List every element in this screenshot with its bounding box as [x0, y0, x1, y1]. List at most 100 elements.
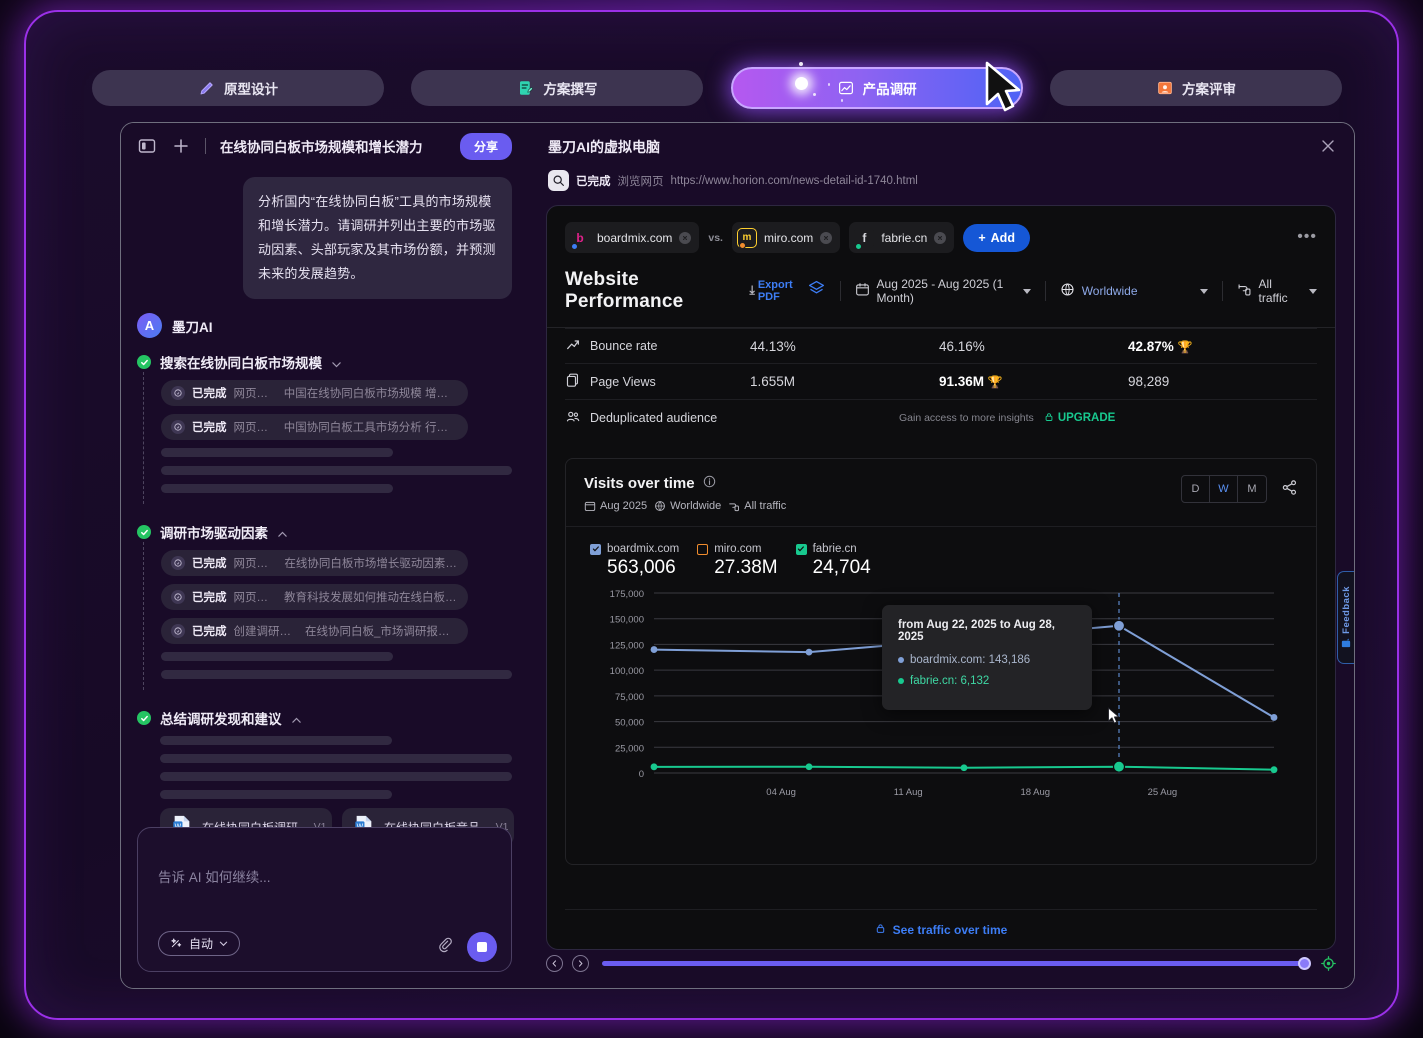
legend-item-miro[interactable]: miro.com 27.38M: [697, 543, 778, 579]
metric-label: Page Views: [565, 372, 750, 391]
panel-toggle-icon[interactable]: [137, 136, 157, 156]
export-pdf-button[interactable]: ⤓ Export PDF: [750, 279, 793, 303]
assistant-name: 墨刀AI: [172, 319, 213, 335]
visits-traffic: All traffic: [728, 500, 786, 512]
mode-selector[interactable]: 自动: [158, 931, 241, 956]
close-icon[interactable]: [1320, 138, 1336, 154]
replay-player: [546, 946, 1336, 980]
compass-icon: [171, 590, 185, 605]
boardmix-favicon: b: [570, 227, 590, 250]
step-header[interactable]: 调研市场驱动因素: [137, 522, 512, 542]
add-site-button[interactable]: + Add: [963, 223, 1030, 252]
action-item[interactable]: 已完成 网页搜索 中国在线协同白板市场规模 增长率...: [161, 380, 468, 407]
tab-product-research[interactable]: 产品调研: [730, 62, 1023, 109]
globe-icon: [1060, 282, 1075, 300]
share-icon[interactable]: [1281, 479, 1298, 496]
site-chip-fabrie[interactable]: f fabrie.cn: [849, 222, 955, 253]
site-chip-boardmix[interactable]: b boardmix.com: [565, 222, 700, 253]
people-icon: [565, 409, 581, 428]
tab-prototype-design[interactable]: 原型设计: [92, 70, 384, 106]
action-status: 已完成: [192, 592, 227, 605]
skeleton-line: [160, 736, 393, 746]
metric-row-page-views: Page Views 1.655M 91.36M 🏆 98,289: [565, 364, 1317, 400]
action-item[interactable]: 已完成 网页搜索 在线协同白板市场增长驱动因素分...: [161, 550, 468, 577]
visits-line-chart: 0 25,000 50,000 75,000 100,000 125,000 150,000…: [584, 585, 1298, 820]
upgrade-button[interactable]: UPGRADE: [1044, 412, 1115, 425]
see-traffic-over-time-link[interactable]: See traffic over time: [565, 909, 1317, 949]
message-composer[interactable]: 告诉 AI 如何继续... 自动: [137, 827, 512, 972]
step-1: 搜索在线协同白板市场规模 已完成 网页搜索 中国在线协同白板市场规模 增长率..…: [137, 352, 512, 505]
svg-text:175,000: 175,000: [610, 589, 644, 600]
trophy-icon: 🏆: [987, 375, 1003, 389]
legend-item-fabrie[interactable]: fabrie.cn 24,704: [795, 543, 871, 579]
remove-site-icon[interactable]: [820, 231, 833, 244]
metric-value: 46.16%: [939, 338, 985, 354]
action-kind: 网页搜索: [233, 422, 277, 435]
region-selector[interactable]: Worldwide: [1060, 282, 1208, 300]
svg-text:25 Aug: 25 Aug: [1148, 787, 1178, 798]
action-status: 已完成: [192, 388, 227, 401]
layers-icon[interactable]: [807, 279, 826, 303]
granularity-w[interactable]: W: [1210, 476, 1238, 502]
progress-slider[interactable]: [602, 956, 1311, 970]
toolbar-divider: [839, 281, 841, 301]
traffic-selector[interactable]: All traffic: [1237, 277, 1295, 305]
granularity-d[interactable]: D: [1182, 476, 1210, 502]
remove-site-icon[interactable]: [679, 231, 692, 244]
legend-checkbox[interactable]: [697, 543, 709, 555]
header-divider: [205, 138, 206, 154]
tooltip-row: boardmix.com: 143,186: [898, 654, 1076, 666]
slider-knob[interactable]: [1298, 956, 1311, 970]
region-label: Worldwide: [1081, 284, 1138, 298]
chevron-right-icon[interactable]: [572, 954, 589, 972]
chevron-left-icon[interactable]: [546, 954, 563, 972]
legend-checkbox[interactable]: [590, 543, 601, 555]
tooltip-title: from Aug 22, 2025 to Aug 28, 2025: [898, 619, 1055, 643]
compass-icon: [171, 556, 185, 571]
action-text: 在线协同白板市场增长驱动因素分...: [284, 558, 458, 571]
export-line2: PDF: [757, 291, 780, 303]
svg-text:0: 0: [639, 769, 644, 780]
date-range-selector[interactable]: Aug 2025 - Aug 2025 (1 Month): [855, 277, 1031, 305]
legend-total: 24,704: [812, 557, 871, 578]
step-header[interactable]: 总结调研发现和建议: [137, 708, 512, 728]
paperclip-icon[interactable]: [437, 937, 455, 955]
svg-text:04 Aug: 04 Aug: [766, 787, 796, 798]
chevron-down-icon: [1199, 288, 1208, 294]
action-item[interactable]: 已完成 网页搜索 中国协同白板工具市场分析 行业数...: [161, 414, 468, 441]
pages-icon: [565, 372, 581, 391]
browse-status: 已完成 浏览网页 https://www.horion.com/news-det…: [548, 170, 1334, 191]
tab-proposal-review[interactable]: 方案评审: [1049, 70, 1342, 106]
legend-item-boardmix[interactable]: boardmix.com 563,006: [590, 543, 679, 579]
granularity-m[interactable]: M: [1247, 483, 1257, 495]
tab-label: 方案撰写: [543, 82, 598, 97]
more-horizontal-icon[interactable]: •••: [1297, 228, 1317, 245]
site-chip-miro[interactable]: m miro.com: [731, 222, 841, 253]
plus-icon[interactable]: [171, 136, 191, 156]
live-target-icon[interactable]: [1321, 955, 1336, 971]
chat-header: 在线协同白板市场规模和增长潜力 分享: [121, 123, 528, 169]
action-status: 已完成: [192, 626, 227, 639]
tab-proposal-writing[interactable]: 方案撰写: [411, 70, 704, 106]
chart-image-icon: [837, 79, 855, 97]
info-icon[interactable]: [703, 475, 716, 492]
mode-tab-row: 原型设计 方案撰写 产品调研 方案评审: [92, 60, 1342, 116]
chevron-up-icon[interactable]: [291, 713, 302, 724]
metric-row-bounce-rate: Bounce rate 44.13% 46.16% 42.87% 🏆: [565, 328, 1317, 364]
feedback-tab[interactable]: Feedback: [1337, 571, 1354, 664]
legend-checkbox[interactable]: [795, 543, 807, 555]
action-item[interactable]: 已完成 网页搜索 教育科技发展如何推动在线白板市场: [161, 584, 468, 611]
chevron-down-icon[interactable]: [1309, 288, 1317, 294]
chevron-up-icon[interactable]: [277, 527, 288, 538]
chevron-down-icon[interactable]: [331, 357, 342, 368]
remove-site-icon[interactable]: [934, 231, 947, 244]
action-text: 中国在线协同白板市场规模 增长率...: [283, 388, 458, 401]
download-icon: ⤓: [749, 283, 755, 298]
stop-button[interactable]: [467, 932, 497, 962]
action-item[interactable]: 已完成 创建调研报告 在线协同白板_市场调研报告.md: [161, 618, 468, 645]
magic-wand-icon: [170, 936, 183, 952]
step-header[interactable]: 搜索在线协同白板市场规模: [137, 352, 512, 372]
mode-label: 自动: [189, 937, 214, 951]
tab-label: 方案评审: [1181, 82, 1236, 97]
share-button[interactable]: 分享: [459, 132, 512, 160]
